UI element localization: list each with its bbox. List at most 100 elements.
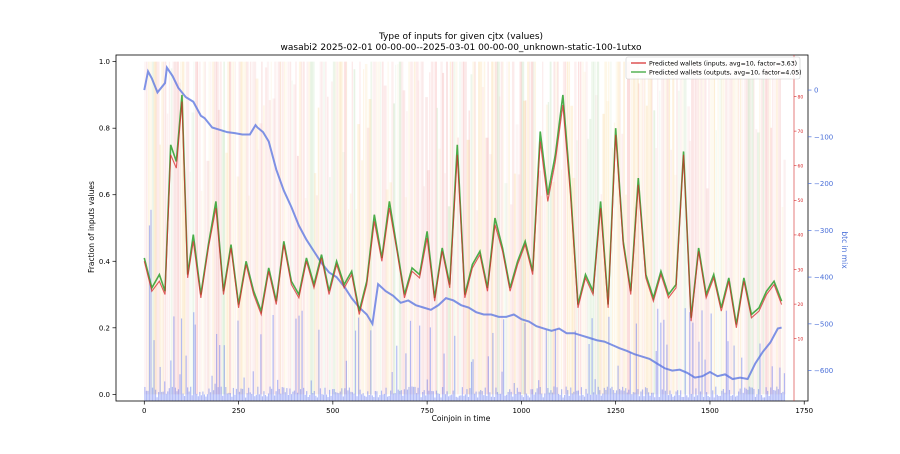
background-strip [159, 144, 161, 395]
background-strip [291, 80, 293, 395]
plot-frame [115, 54, 809, 402]
volume-bar [655, 350, 657, 401]
volume-bar [614, 392, 616, 401]
volume-bar [203, 394, 206, 401]
volume-bar [281, 387, 283, 401]
volume-bar [661, 389, 663, 401]
background-strip [542, 61, 544, 395]
volume-bar [463, 395, 465, 401]
volume-bar [765, 387, 767, 401]
volume-bar [507, 391, 509, 401]
x-axis-label: Coinjoin in time [432, 414, 491, 423]
volume-bar [371, 395, 373, 401]
volume-bar [565, 386, 567, 401]
volume-bar [275, 391, 277, 401]
background-strip [683, 61, 686, 395]
volume-bar [484, 387, 486, 401]
volume-bar [374, 390, 376, 401]
volume-bar [481, 391, 483, 401]
background-strip [608, 61, 610, 395]
background-strip [189, 171, 191, 395]
background-strip [281, 61, 284, 395]
background-strip [530, 61, 534, 395]
volume-bar [515, 394, 517, 401]
btc-in-mix-line [143, 64, 782, 381]
background-strip [691, 61, 694, 395]
background-strip [287, 61, 289, 395]
volume-bar [382, 394, 384, 401]
x-tick-label: 0 [142, 407, 146, 415]
background-strip [470, 74, 473, 395]
background-strip [751, 61, 754, 395]
volume-bar [231, 396, 233, 401]
background-strip [557, 61, 559, 395]
volume-bar [194, 324, 196, 401]
volume-bar [200, 395, 202, 401]
background-strip [280, 61, 282, 395]
volume-bar [461, 387, 463, 401]
volume-bar [193, 312, 195, 401]
background-strip [304, 197, 307, 395]
background-strip [212, 61, 215, 395]
volume-bar [597, 386, 599, 401]
volume-bar [751, 387, 753, 401]
volume-bar [586, 393, 589, 401]
volume-bar [438, 393, 441, 401]
background-strip [721, 73, 723, 395]
axes-layer: 0 250 500 750 1000 1250 1500 17500.00.20.40.60.… [99, 54, 833, 415]
volume-bar [348, 387, 351, 401]
volume-bar [716, 394, 718, 401]
volume-bar [209, 392, 212, 401]
background-strip [251, 61, 254, 395]
volume-bar [696, 395, 699, 401]
volume-bar [444, 394, 447, 401]
volume-bar [634, 392, 636, 401]
volume-bar [441, 387, 444, 401]
volume-bar [368, 395, 370, 401]
volume-bar [516, 387, 518, 401]
volume-bar [388, 395, 390, 401]
background-strip [163, 61, 167, 395]
background-strip [344, 61, 347, 395]
volume-bar [325, 394, 328, 401]
volume-bar [652, 392, 654, 401]
volume-bar [303, 387, 305, 401]
background-strip [430, 61, 434, 395]
volume-bar [312, 393, 314, 401]
volume-bar [222, 395, 224, 401]
y3-tick-label: 60 [798, 164, 804, 170]
background-strip [717, 61, 719, 395]
y3-tick-label: 30 [798, 267, 804, 273]
background-strip [472, 61, 476, 395]
volume-bar [538, 380, 540, 401]
volume-bar [353, 393, 355, 401]
volume-bar [525, 393, 528, 401]
background-strip [404, 197, 407, 395]
volume-bar [379, 394, 381, 401]
background-strip [144, 61, 146, 395]
volume-bar [510, 391, 512, 401]
volume-bar [228, 392, 230, 401]
volume-bar [316, 397, 318, 401]
background-strip [617, 61, 621, 395]
volume-bar [608, 316, 610, 401]
background-strip [638, 83, 640, 395]
background-strip [510, 204, 513, 395]
background-strip [715, 130, 717, 395]
background-strip [227, 61, 231, 395]
background-strip [300, 61, 303, 395]
volume-bar [651, 392, 653, 401]
y2-tick-label: −100 [814, 133, 833, 141]
background-strip [444, 173, 447, 395]
volume-bar [452, 390, 454, 401]
volume-bar [677, 390, 679, 401]
volume-bar [254, 396, 256, 401]
background-strip [762, 61, 765, 395]
volume-bar [414, 386, 416, 401]
y2-tick-label: 0 [814, 87, 818, 95]
volume-bar [437, 393, 439, 401]
volume-bar [448, 396, 450, 401]
background-strip [536, 188, 539, 395]
background-strip [528, 61, 531, 395]
volume-bar [295, 318, 297, 401]
